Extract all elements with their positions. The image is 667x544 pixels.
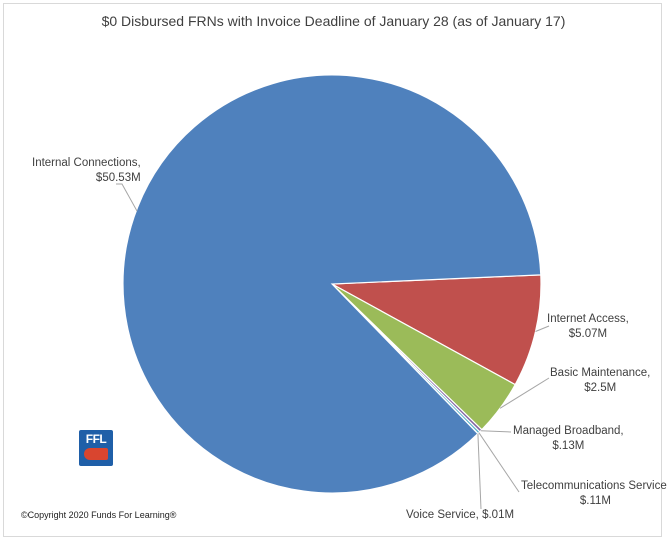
label-basic-maintenance: Basic Maintenance, $2.5M [550, 367, 651, 394]
leader-voice-service [477, 433, 482, 510]
pie-chart [116, 74, 550, 510]
label-internal-connections: Internal Connections, $50.53M [32, 157, 141, 184]
chart-title: $0 Disbursed FRNs with Invoice Deadline … [101, 13, 566, 29]
slice-internal-connections [122, 74, 542, 494]
logo-text: FFL [85, 432, 107, 446]
leader-managed-broadband [480, 430, 512, 433]
leader-basic-maintenance [499, 377, 550, 409]
leader-internet-access [535, 325, 550, 332]
copyright-text: ©Copyright 2020 Funds For Learning® [21, 510, 177, 520]
label-managed-broadband: Managed Broadband, $.13M [513, 425, 624, 452]
leader-telecommunications-service [478, 432, 520, 493]
label-voice-service: Voice Service, $.01M [406, 509, 515, 521]
ffl-logo: FFL [79, 430, 113, 466]
leader-internal-connections [116, 183, 138, 212]
label-telecommunications-service: Telecommunications Service, $.11M [521, 480, 667, 507]
label-internet-access: Internet Access, $5.07M [547, 313, 629, 340]
logo-arrow-icon [84, 448, 108, 460]
chart-frame: $0 Disbursed FRNs with Invoice Deadline … [3, 3, 667, 537]
